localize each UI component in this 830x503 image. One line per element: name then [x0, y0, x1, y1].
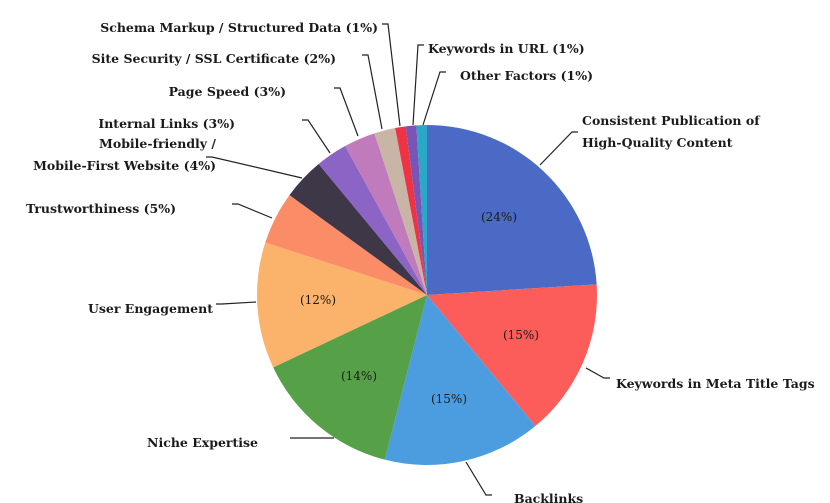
pie-slice-7	[318, 146, 427, 295]
slice-label-7: Internal Links (3%)	[98, 116, 235, 131]
leader-line-9	[362, 54, 383, 130]
leader-line-7	[302, 119, 331, 154]
slice-label-0: Consistent Publication of High-Quality Co…	[582, 113, 761, 150]
leader-lines	[206, 23, 610, 496]
slice-label-5: Trustworthiness (5%)	[26, 201, 176, 216]
slice-label-11: Keywords in URL (1%)	[428, 41, 585, 56]
pie-slice-10	[395, 126, 427, 295]
slice-percent-label-1: (15%)	[503, 328, 539, 342]
slice-label-9: Site Security / SSL Certificate (2%)	[92, 51, 336, 66]
pie-slice-2	[384, 295, 536, 466]
pie-slice-12	[416, 125, 427, 295]
pie-slice-0	[427, 125, 597, 295]
pie-slice-1	[427, 284, 597, 426]
leader-line-1	[585, 367, 610, 379]
leader-line-4	[216, 301, 257, 305]
leader-line-0	[539, 131, 578, 166]
slice-label-4: User Engagement	[88, 301, 213, 316]
slice-label-10: Schema Markup / Structured Data (1%)	[100, 20, 378, 35]
slice-label-3: Niche Expertise	[147, 435, 258, 450]
slice-percent-label-2: (15%)	[431, 392, 467, 406]
slice-label-12: Other Factors (1%)	[460, 68, 593, 83]
pie-slice-8	[345, 133, 427, 295]
leader-line-6	[206, 156, 303, 179]
leader-line-5	[232, 203, 273, 219]
pie-slice-9	[374, 128, 427, 295]
slice-percent-label-3: (14%)	[341, 369, 377, 383]
slice-label-8: Page Speed (3%)	[169, 84, 286, 99]
pie-slice-6	[289, 164, 427, 295]
pie-slice-3	[273, 295, 427, 460]
pie-slice-5	[265, 195, 427, 295]
leader-line-8	[334, 87, 359, 137]
pie-slice-4	[257, 242, 427, 368]
pie-slices	[257, 125, 597, 466]
leader-line-2	[465, 461, 492, 496]
slice-percent-label-0: (24%)	[481, 210, 517, 224]
leader-line-12	[422, 71, 446, 126]
slice-label-2: Backlinks	[514, 491, 583, 503]
leader-line-10	[382, 23, 401, 127]
leader-line-11	[412, 44, 424, 126]
slice-percent-label-4: (12%)	[300, 293, 336, 307]
slice-label-6: Mobile-friendly / Mobile-First Website (4…	[33, 136, 216, 173]
slice-labels: (24%) Consistent Publication of High-Quali…	[26, 20, 815, 503]
slice-label-1: Keywords in Meta Title Tags	[616, 376, 815, 391]
pie-slice-11	[405, 125, 427, 295]
